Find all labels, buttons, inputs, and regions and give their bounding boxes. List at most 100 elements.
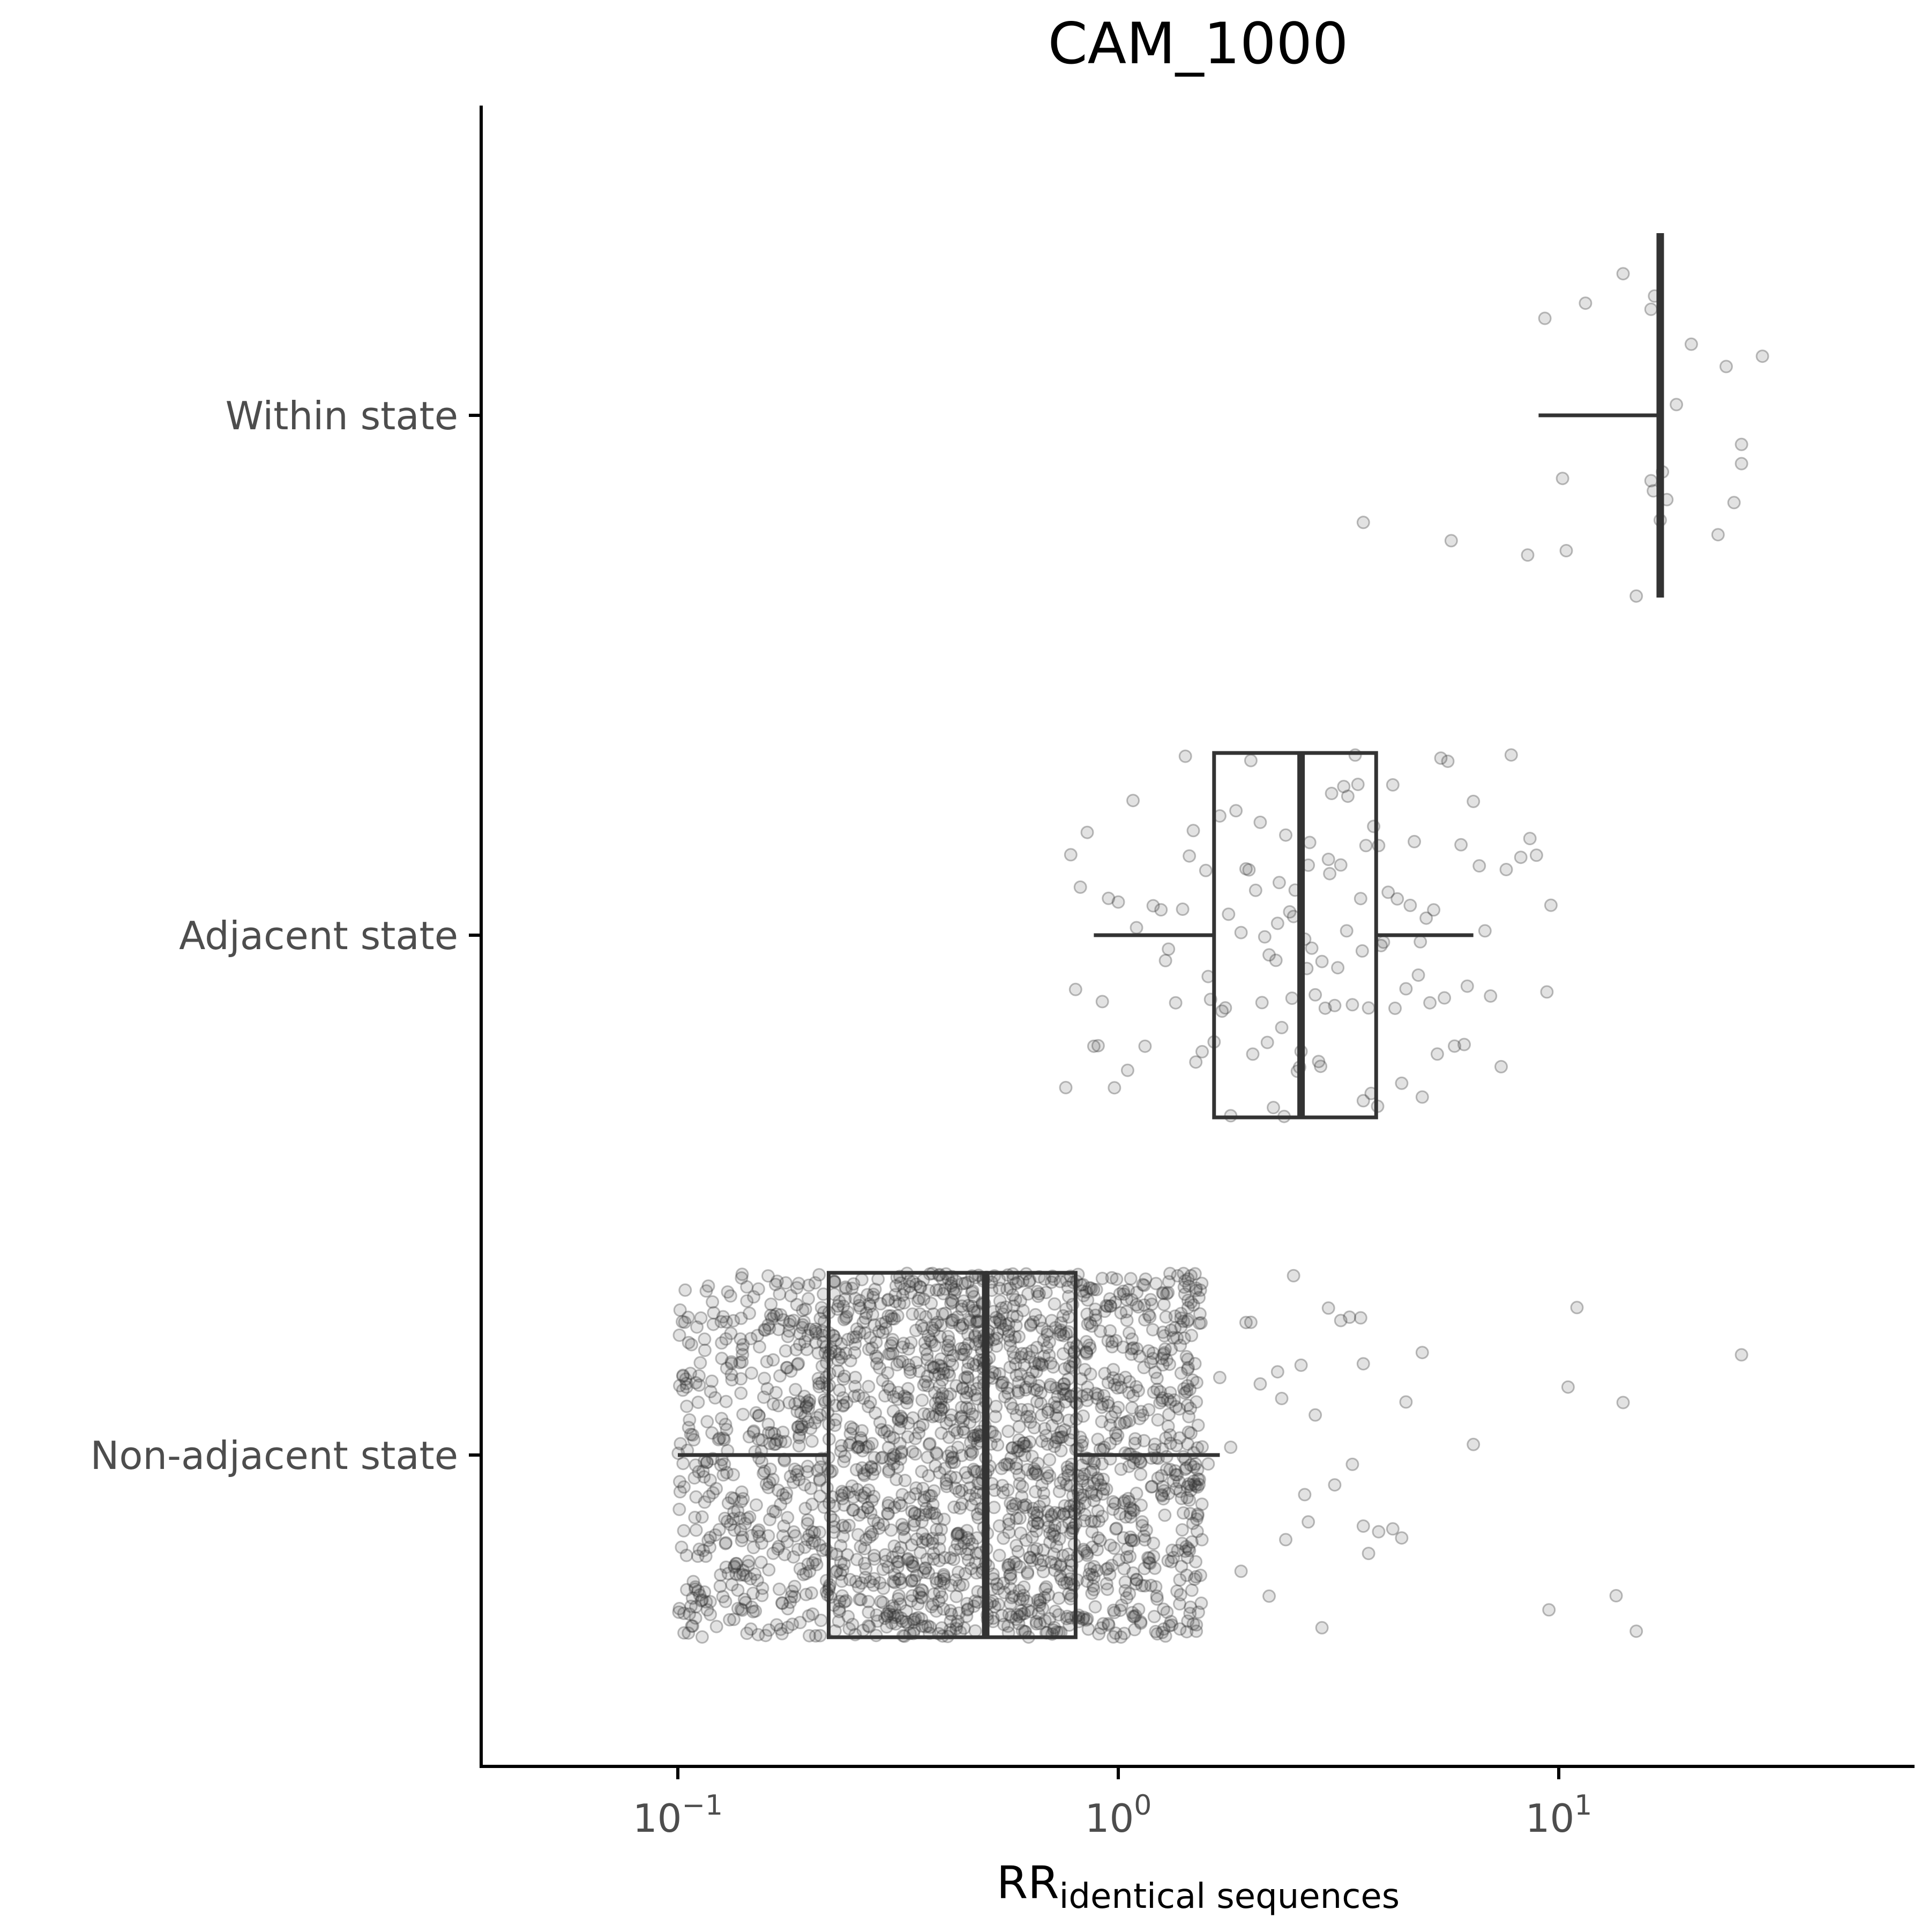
point-non-adjacent-state [1118,1575,1132,1589]
point-non-adjacent-state [913,1307,927,1321]
point-non-adjacent-state [963,1313,977,1327]
point-non-adjacent-state [738,1517,752,1531]
point-non-adjacent-state [1054,1316,1068,1330]
point-non-adjacent-state [938,1551,952,1565]
point-non-adjacent-state [966,1407,979,1421]
point-non-adjacent-state [1010,1309,1024,1323]
point-adjacent-state [1255,996,1269,1010]
point-non-adjacent-state [1036,1554,1050,1568]
point-non-adjacent-state [862,1620,876,1633]
point-non-adjacent-state [709,1482,723,1496]
point-non-adjacent-state [802,1397,816,1410]
point-non-adjacent-state [808,1526,821,1539]
point-non-adjacent-state [850,1322,864,1336]
point-non-adjacent-state [1023,1435,1037,1449]
point-non-adjacent-state [1003,1557,1016,1571]
point-non-adjacent-state [1134,1467,1148,1481]
point-non-adjacent-state [866,1291,880,1304]
point-non-adjacent-state [835,1589,849,1603]
point-non-adjacent-state [1087,1583,1101,1597]
point-non-adjacent-state [1182,1477,1196,1491]
point-non-adjacent-state [995,1376,1009,1390]
point-within-state [1670,398,1684,412]
point-non-adjacent-state [933,1585,947,1599]
point-non-adjacent-state [1181,1437,1195,1451]
point-adjacent-state [1354,892,1367,906]
point-non-adjacent-state [891,1392,904,1406]
point-non-adjacent-state [1275,1392,1289,1405]
point-non-adjacent-state [723,1289,737,1303]
point-non-adjacent-state [991,1598,1005,1612]
point-non-adjacent-state [1101,1561,1115,1575]
point-non-adjacent-state [836,1391,850,1405]
point-non-adjacent-state [1224,1441,1238,1454]
point-non-adjacent-state [782,1396,796,1409]
point-non-adjacent-state [992,1281,1006,1295]
point-non-adjacent-state [740,1294,754,1308]
point-non-adjacent-state [1057,1377,1071,1391]
point-non-adjacent-state [1044,1378,1058,1392]
point-non-adjacent-state [794,1406,808,1420]
point-non-adjacent-state [1117,1531,1131,1545]
point-non-adjacent-state [1239,1316,1253,1330]
point-non-adjacent-state [1101,1617,1115,1631]
point-non-adjacent-state [1180,1398,1194,1412]
point-non-adjacent-state [855,1576,869,1590]
point-non-adjacent-state [862,1379,876,1393]
point-non-adjacent-state [893,1436,907,1450]
point-non-adjacent-state [672,1602,686,1615]
point-non-adjacent-state [1155,1469,1169,1483]
point-non-adjacent-state [758,1323,772,1337]
point-non-adjacent-state [734,1523,747,1537]
point-non-adjacent-state [1122,1459,1136,1473]
point-non-adjacent-state [801,1415,815,1429]
x-tick-1-label-base: 10 [1526,1796,1575,1841]
point-non-adjacent-state [1195,1277,1209,1291]
point-non-adjacent-state [1016,1303,1030,1317]
point-non-adjacent-state [851,1439,865,1453]
point-non-adjacent-state [719,1536,733,1550]
x-tick-0-label-exp: 0 [1134,1789,1152,1822]
point-non-adjacent-state [1029,1485,1043,1498]
point-non-adjacent-state [1395,1531,1409,1545]
point-non-adjacent-state [1157,1297,1171,1311]
point-adjacent-state [1073,880,1087,894]
point-non-adjacent-state [773,1287,787,1301]
point-non-adjacent-state [768,1278,782,1292]
point-adjacent-state [1430,1047,1444,1061]
point-non-adjacent-state [899,1615,913,1629]
point-non-adjacent-state [1080,1574,1094,1588]
point-non-adjacent-state [1033,1595,1047,1609]
point-adjacent-state [1484,989,1498,1003]
point-non-adjacent-state [1080,1347,1094,1361]
point-non-adjacent-state [833,1383,847,1397]
point-non-adjacent-state [708,1391,722,1405]
point-non-adjacent-state [1121,1491,1135,1505]
point-non-adjacent-state [1030,1516,1044,1530]
point-within-state [1616,267,1630,281]
point-non-adjacent-state [1616,1396,1630,1409]
point-non-adjacent-state [771,1483,785,1497]
point-non-adjacent-state [676,1369,690,1383]
point-non-adjacent-state [790,1297,804,1311]
point-non-adjacent-state [1013,1511,1027,1525]
point-non-adjacent-state [1026,1519,1040,1533]
point-non-adjacent-state [1010,1457,1023,1471]
point-non-adjacent-state [1157,1622,1171,1636]
point-non-adjacent-state [764,1308,777,1322]
point-non-adjacent-state [1054,1444,1068,1458]
point-non-adjacent-state [947,1553,961,1567]
point-non-adjacent-state [1180,1568,1194,1582]
point-non-adjacent-state [1168,1464,1182,1478]
point-non-adjacent-state [1023,1374,1037,1388]
point-non-adjacent-state [1048,1518,1062,1532]
point-non-adjacent-state [734,1602,748,1616]
point-non-adjacent-state [1179,1461,1193,1475]
point-non-adjacent-state [762,1426,775,1440]
point-non-adjacent-state [1132,1384,1145,1398]
point-non-adjacent-state [1186,1617,1200,1631]
point-non-adjacent-state [894,1409,908,1423]
point-adjacent-state [1303,836,1317,849]
point-within-state [1559,544,1573,557]
point-non-adjacent-state [685,1591,699,1605]
